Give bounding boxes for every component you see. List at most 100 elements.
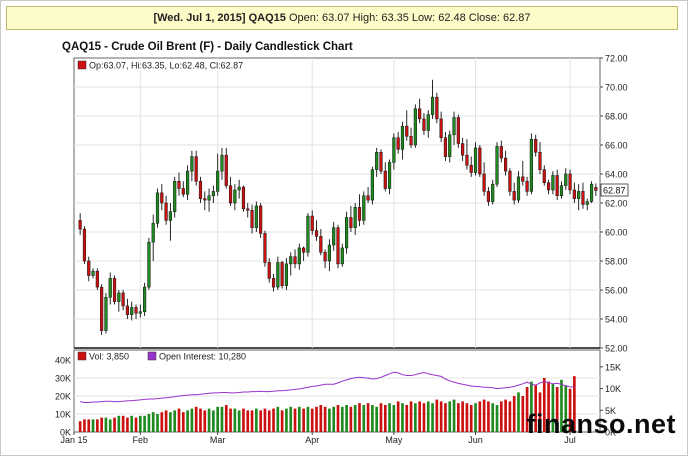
candle-body xyxy=(87,260,91,276)
volume-bar xyxy=(534,385,538,432)
volume-bar xyxy=(96,419,99,432)
candle-body xyxy=(112,278,117,302)
oi-tick-label: 0K xyxy=(605,428,616,438)
volume-bar xyxy=(108,419,112,432)
candle-body xyxy=(448,134,452,157)
candle-body xyxy=(186,170,190,195)
volume-bar xyxy=(285,408,288,432)
volume-bar xyxy=(104,417,108,432)
candle-body xyxy=(198,181,203,199)
candle-body xyxy=(314,230,319,237)
candle-body xyxy=(276,262,280,288)
candle-body xyxy=(387,162,392,189)
candle-body xyxy=(336,227,340,265)
candle-body xyxy=(392,137,396,163)
volume-bar xyxy=(478,401,482,432)
last-price-label: 62.87 xyxy=(603,186,626,196)
candle-body xyxy=(216,170,220,192)
candle-body xyxy=(525,181,529,192)
price-legend-text: Op:63.07, Hi:63.35, Lo:62.48, Cl:62.87 xyxy=(89,61,243,71)
volume-bar xyxy=(474,403,477,432)
candle-body xyxy=(589,183,594,202)
candle-body xyxy=(306,215,310,253)
volume-bar xyxy=(418,401,421,432)
volume-bar xyxy=(551,383,555,432)
volume-bar xyxy=(555,387,559,432)
candle-body xyxy=(263,233,267,263)
volume-bar xyxy=(151,412,155,432)
candle-body xyxy=(220,154,224,172)
candle-body xyxy=(465,154,469,166)
candle-body xyxy=(100,286,104,331)
candle-body xyxy=(366,195,370,201)
volume-bar xyxy=(207,408,211,432)
watermark: finanso.net xyxy=(526,409,676,439)
volume-bar xyxy=(229,408,232,432)
volume-bar xyxy=(401,403,404,432)
volume-bar xyxy=(426,401,430,432)
candle-body xyxy=(581,191,585,205)
candle-body xyxy=(572,189,576,199)
volume-bar xyxy=(87,419,91,432)
candle-body xyxy=(439,118,443,139)
candle-body xyxy=(594,187,598,191)
candle-body xyxy=(370,169,374,201)
volume-bar xyxy=(186,410,189,432)
volume-bar xyxy=(276,406,280,432)
volume-bar xyxy=(422,403,426,432)
candle-body xyxy=(271,278,276,288)
candle-body xyxy=(405,125,409,137)
x-tick-label: Mar xyxy=(210,435,226,445)
x-tick-label: May xyxy=(385,435,403,445)
volume-bar xyxy=(504,399,507,432)
volume-tick-label: 40K xyxy=(55,356,71,366)
candle-body xyxy=(194,156,198,182)
candle-body xyxy=(134,307,138,314)
candle-body xyxy=(555,175,559,196)
volume-bar xyxy=(160,412,164,432)
candle-body xyxy=(396,137,400,150)
volume-bar xyxy=(573,376,576,432)
candle-body xyxy=(332,227,336,246)
candle-body xyxy=(289,256,293,265)
candle-body xyxy=(340,247,344,265)
volume-bar xyxy=(349,406,353,432)
volume-bar xyxy=(181,412,185,432)
candle-body xyxy=(469,165,473,173)
volume-bar xyxy=(242,408,245,432)
volume-bar xyxy=(547,381,550,432)
candle-body xyxy=(559,185,564,197)
candle-body xyxy=(267,262,271,279)
volume-bar xyxy=(169,412,172,432)
candle-body xyxy=(504,157,508,172)
candle-body xyxy=(413,108,417,146)
price-tick-label: 68.00 xyxy=(605,112,628,122)
candle-body xyxy=(529,138,533,192)
volume-tick-label: 0K xyxy=(60,428,71,438)
candle-body xyxy=(534,138,538,153)
volume-bar xyxy=(564,385,568,432)
volume-bar xyxy=(517,392,520,432)
candle-body xyxy=(121,292,125,307)
price-tick-label: 72.00 xyxy=(605,54,628,64)
price-tick-label: 60.00 xyxy=(605,228,628,238)
candle-body xyxy=(538,152,542,170)
volume-bar xyxy=(431,403,434,432)
candle-body xyxy=(284,263,289,286)
volume-bar xyxy=(469,405,473,432)
oi-legend-swatch xyxy=(147,351,157,361)
candle-body xyxy=(546,182,551,191)
open-interest-line xyxy=(79,371,575,403)
candle-body xyxy=(375,152,379,170)
volume-bar xyxy=(521,396,525,432)
volume-bar xyxy=(345,405,348,432)
volume-bar xyxy=(302,408,305,432)
candle-body xyxy=(349,217,353,228)
candle-body xyxy=(400,125,405,150)
volume-bar xyxy=(212,410,215,432)
volume-bar xyxy=(224,405,228,432)
candle-body xyxy=(155,192,160,224)
candle-body xyxy=(409,136,413,146)
volume-bar xyxy=(83,419,86,432)
candle-body xyxy=(250,210,254,228)
